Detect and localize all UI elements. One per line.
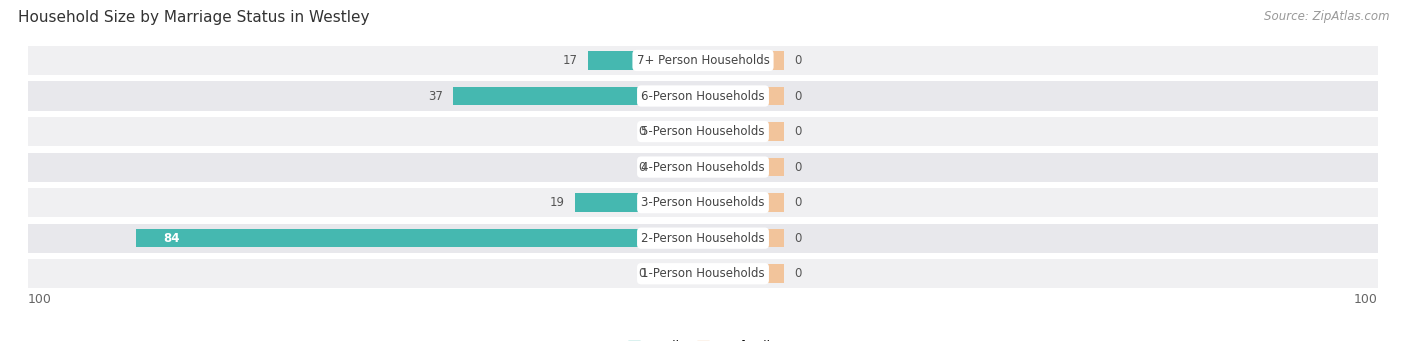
Text: 5-Person Households: 5-Person Households [641, 125, 765, 138]
Text: Household Size by Marriage Status in Westley: Household Size by Marriage Status in Wes… [18, 10, 370, 25]
Bar [588, 51, 703, 70]
Bar [703, 158, 785, 176]
Text: 100: 100 [1354, 293, 1378, 306]
Bar [28, 81, 1378, 110]
Text: 0: 0 [794, 196, 801, 209]
Bar [703, 265, 785, 283]
Bar [703, 193, 785, 212]
Text: 7+ Person Households: 7+ Person Households [637, 54, 769, 67]
Text: 0: 0 [794, 125, 801, 138]
Text: 19: 19 [550, 196, 565, 209]
Text: 0: 0 [638, 267, 645, 280]
Text: 0: 0 [638, 161, 645, 174]
Text: 0: 0 [794, 267, 801, 280]
Bar [28, 188, 1378, 217]
Bar [655, 265, 703, 283]
Text: 1-Person Households: 1-Person Households [641, 267, 765, 280]
Text: 84: 84 [163, 232, 180, 245]
Text: 0: 0 [794, 89, 801, 103]
Bar [28, 152, 1378, 182]
Legend: Family, Nonfamily: Family, Nonfamily [623, 336, 783, 341]
Bar [703, 51, 785, 70]
Text: 0: 0 [638, 125, 645, 138]
Bar [703, 229, 785, 248]
Text: 2-Person Households: 2-Person Households [641, 232, 765, 245]
Bar [28, 117, 1378, 146]
Text: 0: 0 [794, 54, 801, 67]
Bar [453, 87, 703, 105]
Bar [575, 193, 703, 212]
Bar [655, 158, 703, 176]
Text: 0: 0 [794, 161, 801, 174]
Bar [28, 46, 1378, 75]
Bar [28, 224, 1378, 253]
Text: 37: 37 [429, 89, 443, 103]
Bar [28, 259, 1378, 288]
Bar [655, 122, 703, 141]
Text: 0: 0 [794, 232, 801, 245]
Bar [136, 229, 703, 248]
Text: Source: ZipAtlas.com: Source: ZipAtlas.com [1264, 10, 1389, 23]
Text: 4-Person Households: 4-Person Households [641, 161, 765, 174]
Bar [703, 122, 785, 141]
Text: 100: 100 [28, 293, 52, 306]
Bar [703, 87, 785, 105]
Text: 3-Person Households: 3-Person Households [641, 196, 765, 209]
Text: 17: 17 [564, 54, 578, 67]
Text: 6-Person Households: 6-Person Households [641, 89, 765, 103]
